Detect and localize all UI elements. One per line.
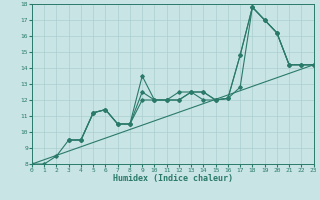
X-axis label: Humidex (Indice chaleur): Humidex (Indice chaleur) <box>113 174 233 183</box>
